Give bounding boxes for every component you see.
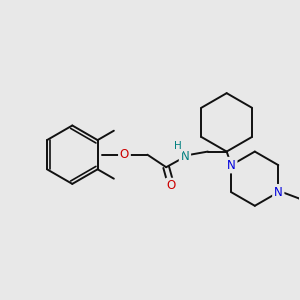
Text: N: N	[274, 186, 283, 199]
Text: O: O	[167, 179, 176, 193]
Text: N: N	[181, 150, 189, 163]
Text: H: H	[174, 141, 182, 151]
Text: N: N	[227, 159, 236, 172]
Text: O: O	[120, 148, 129, 161]
